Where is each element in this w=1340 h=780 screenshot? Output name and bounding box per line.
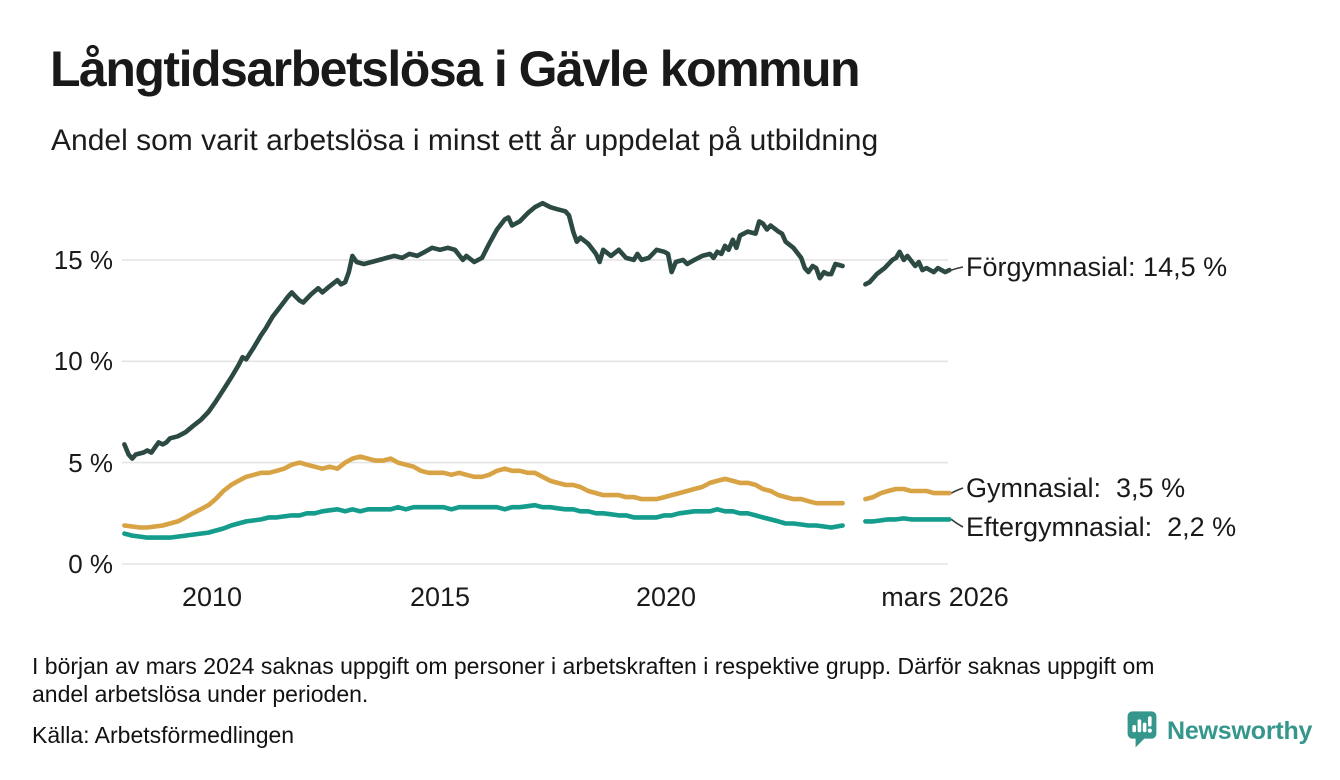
source-attribution: Källa: Arbetsförmedlingen xyxy=(32,722,295,748)
x-axis-tick-mars-2026: mars 2026 xyxy=(881,582,1009,612)
y-axis-tick-15: 15 % xyxy=(53,245,113,275)
newsworthy-branding: Newsworthy xyxy=(1126,709,1312,749)
y-axis-tick-0: 0 % xyxy=(68,549,113,579)
footnote-line-1: I början av mars 2024 saknas uppgift om … xyxy=(32,653,1155,679)
series-line-gymnasial xyxy=(122,454,845,530)
x-axis-tick-2020: 2020 xyxy=(635,582,697,612)
newsworthy-speech-bubble-bar-chart-icon xyxy=(1127,711,1157,748)
series-line-förgymnasial xyxy=(863,249,952,287)
footnote-line-2: andel arbetslösa under perioden. xyxy=(32,681,369,707)
series-end-label-eftergymnasial: Eftergymnasial: 2,2 % xyxy=(966,512,1237,542)
label-connector-förgymnasial xyxy=(951,266,964,271)
series-line-gymnasial xyxy=(863,486,952,502)
series-end-label-forgymnasial: Förgymnasial: 14,5 % xyxy=(966,252,1228,282)
x-axis-tick-2010: 2010 xyxy=(181,582,243,612)
label-connector-eftergymnasial xyxy=(950,518,964,528)
series-line-eftergymnasial xyxy=(122,502,845,540)
y-axis-tick-5: 5 % xyxy=(68,448,113,478)
chart-subtitle: Andel som varit arbetslösa i minst ett å… xyxy=(51,124,879,157)
y-axis-tick-10: 10 % xyxy=(53,346,113,376)
footnote: I början av mars 2024 saknas uppgift om … xyxy=(32,652,1312,708)
page-title: Långtidsarbetslösa i Gävle kommun xyxy=(50,41,861,97)
series-end-label-gymnasial: Gymnasial: 3,5 % xyxy=(966,473,1186,503)
label-connector-gymnasial xyxy=(951,487,964,494)
x-axis-tick-2015: 2015 xyxy=(409,582,471,612)
newsworthy-wordmark: Newsworthy xyxy=(1167,717,1313,745)
series-line-förgymnasial xyxy=(122,200,845,461)
series-line-eftergymnasial xyxy=(863,516,952,524)
